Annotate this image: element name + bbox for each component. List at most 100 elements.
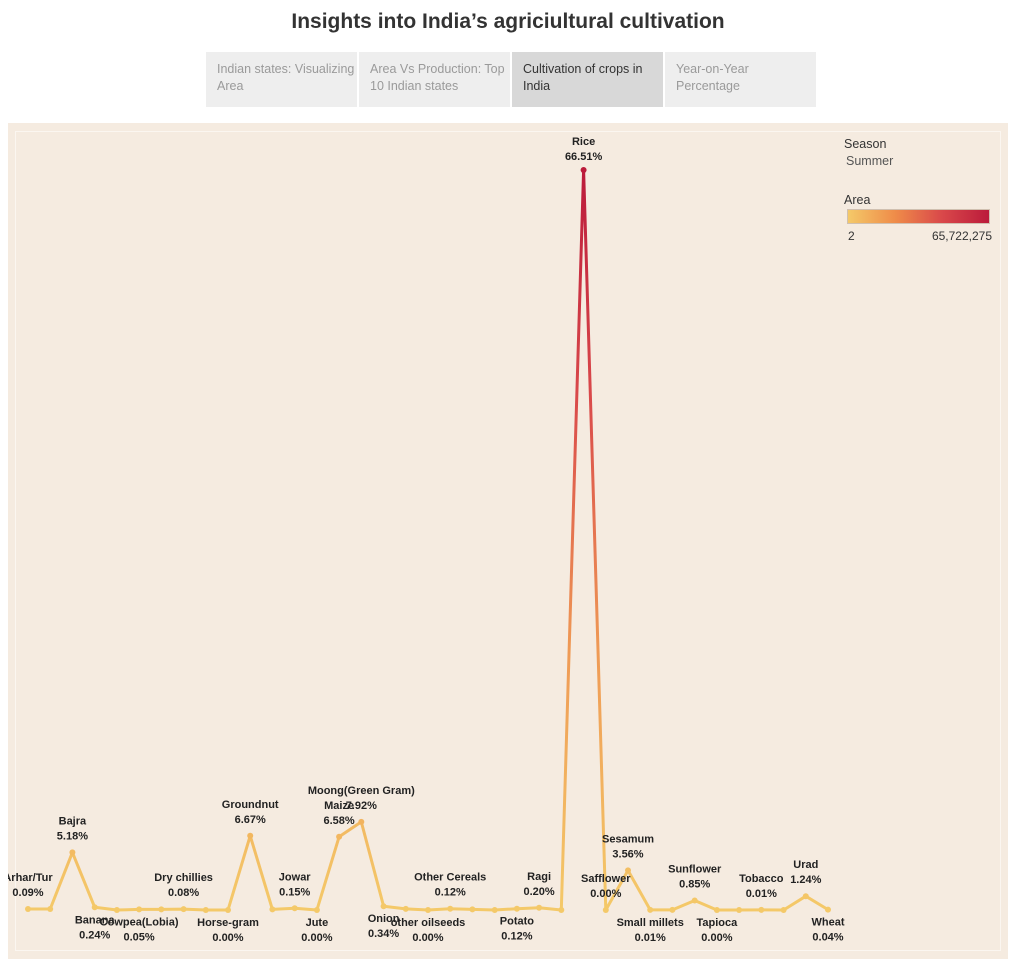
data-point[interactable] (758, 906, 765, 913)
point-name-label: Sesamum (602, 833, 654, 845)
point-name-label: Horse-gram (197, 917, 259, 929)
data-point[interactable] (291, 905, 298, 912)
data-point[interactable] (447, 905, 454, 912)
point-value-label: 0.24% (79, 929, 110, 941)
point-value-label: 7.92% (346, 800, 377, 812)
data-point[interactable] (358, 818, 365, 825)
crop-line-chart: Arhar/Tur 0.09% Bajra 5.18% Banana 0.24%Cowpe… (8, 136, 845, 944)
tab-year-on-year[interactable]: Year-on-Year Percentage (665, 52, 816, 107)
point-name-label: Wheat (812, 917, 845, 929)
point-value-label: 0.08% (168, 887, 199, 899)
data-point[interactable] (536, 904, 543, 911)
data-point[interactable] (802, 893, 809, 900)
data-point[interactable] (469, 906, 476, 913)
chart-panel: Arhar/Tur 0.09% Bajra 5.18% Banana 0.24% Cowpe… (8, 123, 1008, 959)
point-name-label: other oilseeds (391, 917, 466, 929)
data-point[interactable] (269, 906, 276, 913)
data-point[interactable] (113, 907, 120, 913)
data-point[interactable] (558, 907, 565, 913)
point-value-label: 0.00% (212, 932, 243, 944)
data-point[interactable] (69, 849, 76, 856)
point-name-label: Onion (368, 913, 400, 925)
data-point[interactable] (491, 907, 498, 913)
data-point[interactable] (780, 907, 787, 913)
point-name-label: Groundnut (222, 799, 279, 811)
point-name-label: Urad (793, 859, 818, 871)
data-point[interactable] (25, 906, 31, 912)
point-value-label: 0.01% (635, 932, 666, 944)
data-point[interactable] (736, 907, 743, 913)
point-value-label: 6.67% (235, 814, 266, 826)
data-point[interactable] (91, 904, 98, 911)
data-point[interactable] (602, 907, 609, 913)
point-value-label: 0.01% (746, 888, 777, 900)
data-point[interactable] (47, 906, 54, 912)
point-value-label: 66.51% (565, 151, 603, 163)
point-name-label: Banana (75, 914, 116, 926)
series-line (28, 168, 829, 912)
area-legend-max: 65,722,275 (931, 229, 992, 243)
point-name-label: Arhar/Tur (8, 872, 53, 884)
point-name-label: Potato (500, 916, 535, 928)
point-value-label: 0.04% (812, 932, 843, 944)
tab-area-vs-production[interactable]: Area Vs Production: Top 10 Indian states (359, 52, 510, 107)
point-name-label: Maize (324, 800, 354, 812)
dashboard-title: Insights into India’s agriciultural cult… (291, 10, 725, 33)
data-point[interactable] (513, 905, 520, 912)
story-tabs: Indian states: Visualizing Area Area Vs … (206, 52, 818, 107)
chart-panel-border (15, 131, 1001, 951)
data-point[interactable] (713, 907, 720, 913)
data-point[interactable] (625, 867, 631, 874)
point-value-label: 0.12% (435, 887, 466, 899)
point-value-label: 0.00% (301, 932, 332, 944)
point-value-label: 0.34% (368, 928, 399, 940)
point-name-label: Rice (572, 136, 595, 148)
point-name-label: Tapioca (697, 917, 739, 929)
data-point[interactable] (691, 897, 698, 904)
data-point[interactable] (580, 167, 587, 173)
data-point[interactable] (180, 906, 187, 913)
data-point[interactable] (825, 906, 831, 913)
point-value-label: 3.56% (612, 848, 643, 860)
point-value-label: 1.24% (790, 874, 821, 886)
point-name-label: Jowar (279, 871, 312, 883)
data-point[interactable] (247, 832, 254, 839)
area-legend-min: 2 (848, 229, 855, 243)
point-name-label: Small millets (617, 917, 684, 929)
point-name-label: Tobacco (739, 873, 784, 885)
point-value-label: 0.00% (412, 932, 443, 944)
data-point[interactable] (158, 906, 165, 913)
data-point[interactable] (136, 906, 143, 913)
data-point[interactable] (336, 833, 343, 840)
point-name-label: Dry chillies (154, 872, 213, 884)
data-point[interactable] (425, 907, 431, 913)
point-name-label: Ragi (527, 871, 551, 883)
season-legend-value[interactable]: Summer (846, 154, 894, 168)
season-legend-title: Season (844, 137, 887, 151)
point-value-label: 5.18% (57, 830, 88, 842)
point-name-label: Bajra (59, 815, 87, 827)
point-value-label: 0.00% (590, 888, 621, 900)
point-name-label: Moong(Green Gram) (308, 785, 415, 797)
point-name-label: Cowpea(Lobia) (100, 916, 179, 928)
tab-indian-states[interactable]: Indian states: Visualizing Area (206, 52, 357, 107)
data-point[interactable] (669, 906, 676, 913)
data-point[interactable] (225, 907, 231, 913)
point-value-label: 0.85% (679, 879, 710, 891)
point-value-label: 0.12% (501, 931, 532, 943)
point-value-label: 0.20% (523, 886, 554, 898)
data-point[interactable] (380, 903, 387, 910)
point-name-label: Jute (306, 917, 329, 929)
data-point[interactable] (647, 906, 654, 913)
data-point[interactable] (202, 907, 209, 913)
point-name-label: Sunflower (668, 864, 722, 876)
data-point[interactable] (402, 905, 409, 912)
data-point[interactable] (313, 907, 320, 913)
point-name-label: Other Cereals (414, 872, 486, 884)
point-value-label: 0.05% (123, 931, 154, 943)
area-legend-title: Area (844, 193, 871, 207)
tab-cultivation-of-crops[interactable]: Cultivation of crops in India (512, 52, 663, 107)
point-value-label: 0.15% (279, 886, 310, 898)
area-color-scale (847, 209, 990, 224)
point-value-label: 6.58% (323, 815, 354, 827)
